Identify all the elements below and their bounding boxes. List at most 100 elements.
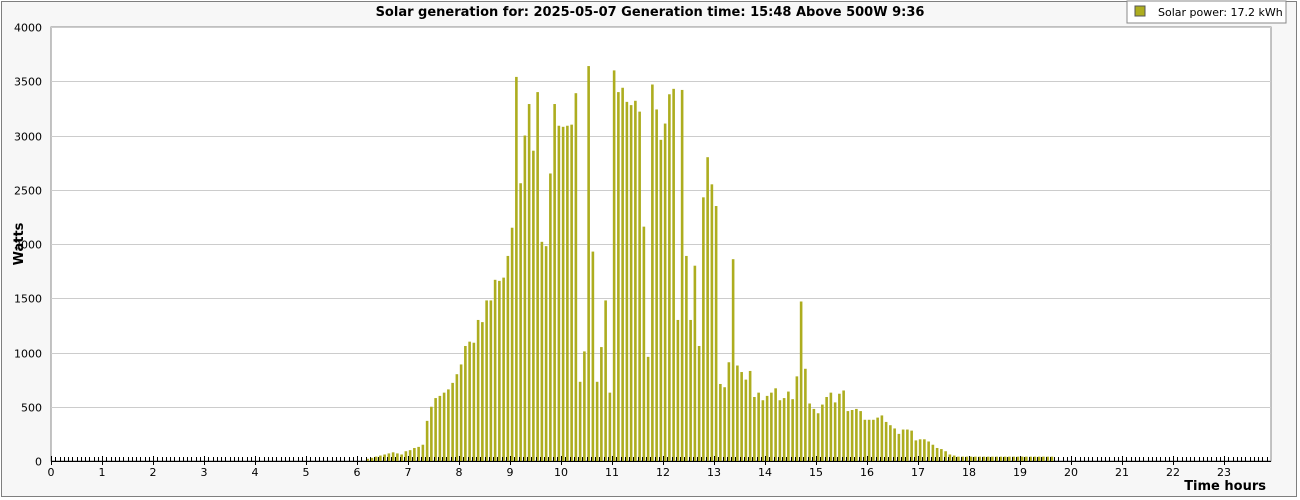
bar [812,408,816,461]
bar [799,301,803,461]
bar [493,279,497,461]
bar [374,456,378,461]
bar [498,280,501,461]
bar [672,88,675,461]
x-tick-label: 11 [605,466,619,479]
bar [391,452,395,461]
bar [502,277,505,461]
bar [515,76,518,461]
bar [540,241,544,461]
x-tick-label: 19 [1013,466,1027,479]
y-tick-label: 3000 [14,131,42,144]
bar [991,456,994,461]
bar [778,400,782,461]
bar [787,391,790,461]
bar [689,319,692,461]
bar [833,402,837,461]
bar [634,100,637,461]
bar [876,417,879,461]
bar [872,419,875,461]
bar [850,410,854,461]
bar [476,319,480,461]
x-tick-label: 13 [707,466,721,479]
bar [404,451,408,461]
bar [685,255,688,461]
x-tick-label: 7 [405,466,412,479]
bar [740,372,743,461]
y-tick-label: 1000 [14,348,42,361]
bar [948,454,952,461]
bar [918,439,922,461]
bar [753,396,756,461]
bar [570,124,573,462]
x-tick-label: 18 [962,466,976,479]
bar [578,381,582,461]
bar [795,376,799,461]
bar [825,396,828,461]
bar [965,456,969,461]
bar [770,392,773,461]
bar [906,429,909,461]
bar [702,197,705,461]
x-tick-label: 2 [150,466,157,479]
bar [944,451,947,461]
bar [379,455,382,461]
bar [383,454,386,461]
y-tick-label: 4000 [14,22,42,35]
x-tick-label: 12 [656,466,670,479]
bar [999,456,1003,461]
bar [723,387,726,461]
bar [604,300,607,461]
bar [438,395,442,461]
bar [523,135,527,461]
bar [914,440,918,461]
bar [510,227,514,461]
bar [459,364,463,461]
x-tick-label: 16 [860,466,874,479]
bar [863,419,867,461]
bar [532,150,535,461]
bar [549,173,552,462]
x-axis-label: Time hours [1184,479,1266,494]
bar [425,420,429,461]
bar [893,428,896,461]
bar [646,356,650,461]
bar [625,101,629,462]
bar [468,341,471,461]
bar [430,406,433,461]
bar [1008,456,1011,461]
bar [680,89,684,462]
x-tick-label: 23 [1217,466,1231,479]
bar [595,381,599,461]
bar [557,125,561,462]
bar [927,441,930,461]
bar [923,439,926,461]
x-tick-label: 0 [48,466,55,479]
bar [697,345,701,461]
bar [1050,456,1054,461]
bar [506,255,510,461]
bar [808,403,811,461]
y-tick-label: 3500 [14,76,42,89]
legend-box [1126,0,1287,24]
bar [489,300,493,461]
bar [765,395,769,461]
x-tick-label: 10 [554,466,568,479]
bar [727,362,731,461]
bar [782,398,786,461]
bar [940,449,943,461]
bar [804,368,807,461]
bar [1003,456,1007,461]
y-tick-label: 500 [21,402,42,415]
bar [969,456,973,461]
bar [855,408,858,461]
bar [791,399,794,461]
bar [527,104,531,461]
bar [693,265,697,461]
x-tick-label: 20 [1064,466,1078,479]
bar [1020,456,1024,461]
bar [566,125,569,462]
bar [612,70,616,462]
bars [366,66,1054,462]
bar [838,393,841,461]
